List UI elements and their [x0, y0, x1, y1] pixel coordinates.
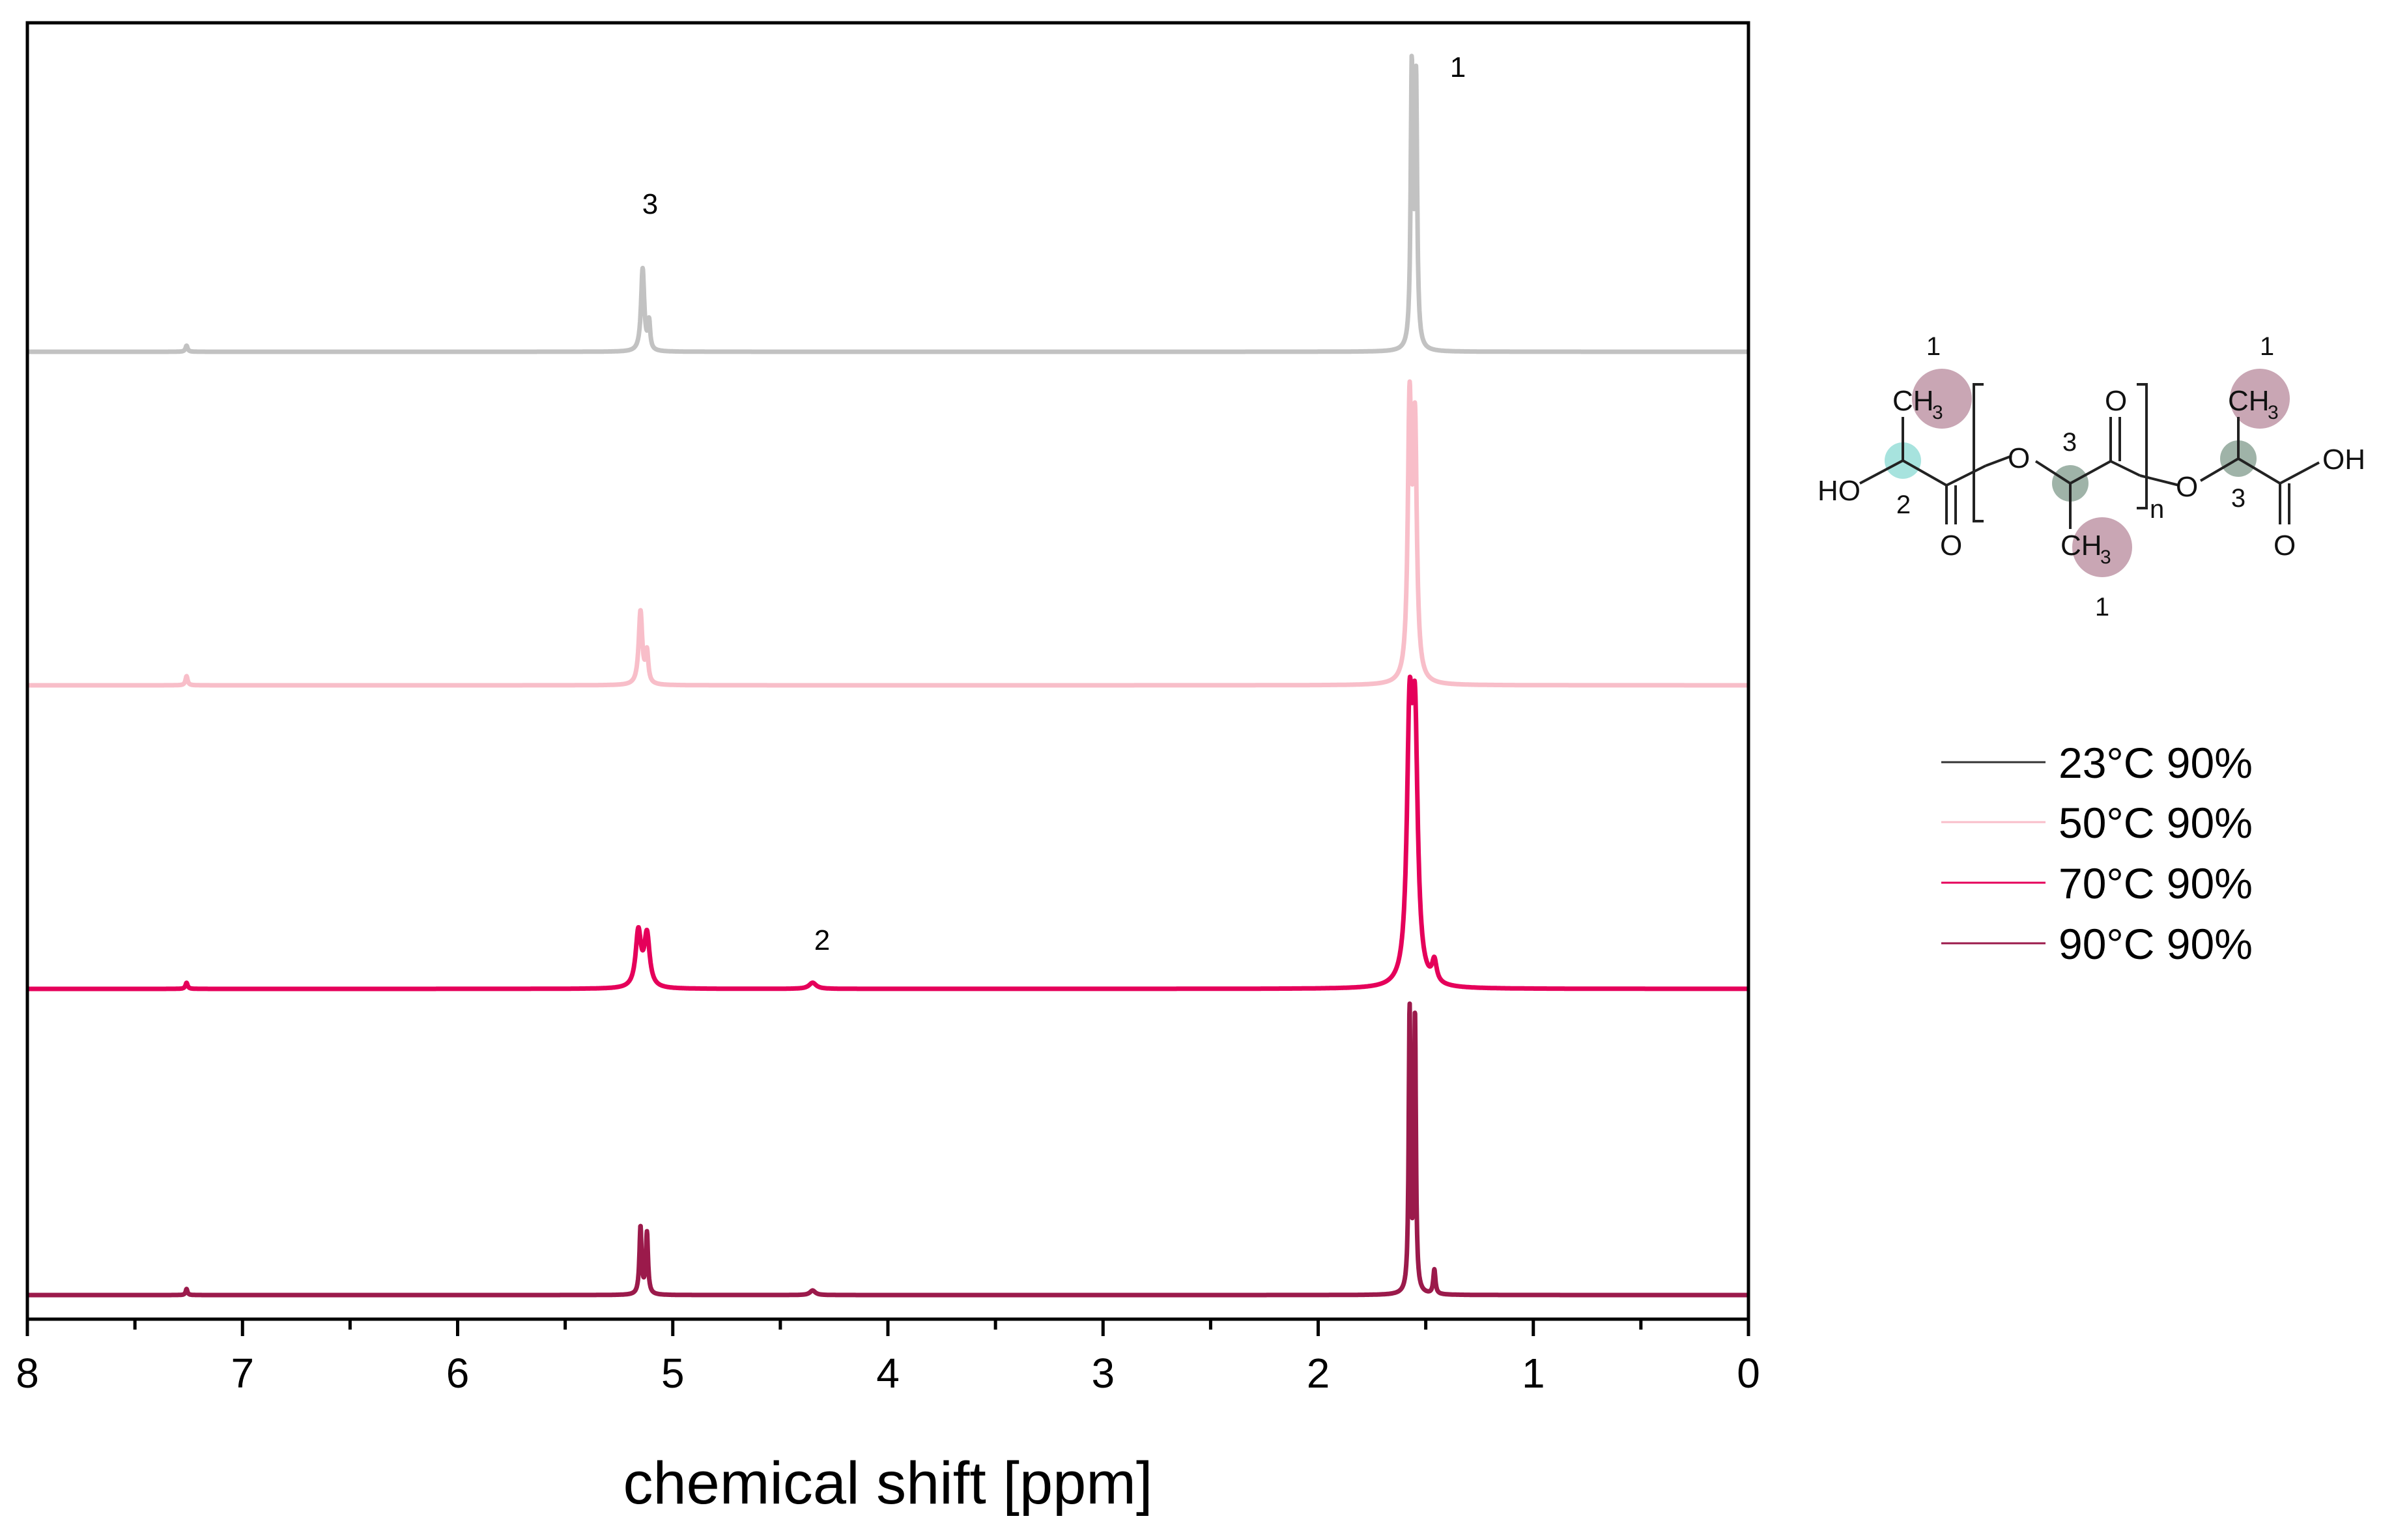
- legend-label: 50°C 90%: [2059, 799, 2253, 847]
- proton-number-3: 3: [2231, 484, 2246, 513]
- x-tick-label: 1: [1522, 1350, 1545, 1397]
- x-tick-label: 0: [1737, 1350, 1760, 1397]
- methyl-label: CH: [2060, 530, 2102, 562]
- methyl-subscript: 3: [1932, 402, 1943, 423]
- repeat-unit-n-label: n: [2150, 495, 2164, 524]
- methyl-label: CH: [1892, 385, 1934, 417]
- legend-label: 90°C 90%: [2059, 920, 2253, 968]
- hydroxyl-label: OH: [2322, 444, 2365, 476]
- spectrum-line-2: [25, 379, 1751, 688]
- bond: [2139, 474, 2180, 487]
- proton-number-3: 3: [2062, 428, 2077, 457]
- bond: [2034, 460, 2072, 485]
- methyl-subscript: 3: [2268, 402, 2279, 423]
- x-axis-title: chemical shift [ppm]: [623, 1450, 1153, 1517]
- ester-oxygen-label: O: [2008, 442, 2030, 474]
- carbonyl-oxygen-label: O: [1940, 530, 1962, 562]
- ch3-highlight-circle: [2072, 517, 2132, 577]
- spectrum-line-3: [25, 674, 1751, 991]
- peak-annotation-3: 3: [642, 188, 658, 220]
- legend-label: 70°C 90%: [2059, 859, 2253, 907]
- bond: [1859, 459, 1903, 485]
- bond: [1902, 459, 1947, 487]
- carbonyl-oxygen-label: O: [2105, 385, 2127, 417]
- spectrum-line-4: [25, 1001, 1751, 1298]
- left-bracket: [1973, 383, 1984, 522]
- right-bracket: [2137, 383, 2148, 509]
- x-tick-label: 2: [1307, 1350, 1330, 1397]
- ch3-highlight-circle: [1912, 369, 1972, 429]
- x-tick-label: 8: [16, 1350, 39, 1397]
- carbonyl-oxygen-label: O: [2274, 530, 2296, 562]
- x-tick-label: 6: [446, 1350, 470, 1397]
- spectrum-line-1: [25, 53, 1751, 354]
- bond: [2110, 460, 2141, 477]
- x-tick-label: 5: [661, 1350, 685, 1397]
- x-tick-label: 4: [876, 1350, 900, 1397]
- peak-annotation-2: 2: [814, 924, 830, 956]
- bond: [2070, 460, 2111, 485]
- x-tick-label: 7: [231, 1350, 254, 1397]
- x-axis: 8 7 6 5 4 3 2 1 0: [16, 1319, 1760, 1397]
- pla-molecule-structure: HO O O O O O OH CH 3 CH 3 CH 3 n 1 1 1 2…: [1818, 332, 2365, 621]
- proton-number-1: 1: [2260, 332, 2274, 361]
- x-tick-label: 3: [1091, 1350, 1115, 1397]
- ester-oxygen-label: O: [2176, 471, 2198, 503]
- bond: [2279, 461, 2320, 485]
- proton-number-2: 2: [1896, 491, 1911, 519]
- ch3-highlight-circle: [2230, 369, 2290, 429]
- methyl-label: CH: [2228, 385, 2270, 417]
- bond: [2199, 457, 2240, 482]
- bond: [1946, 464, 1986, 487]
- proton-number-1: 1: [2095, 593, 2109, 621]
- series-layer: [25, 53, 1751, 1298]
- bond: [1985, 455, 2012, 467]
- methyl-subscript: 3: [2100, 547, 2111, 568]
- peak-annotations: 1 3 2: [642, 51, 1466, 956]
- legend: 23°C 90% 50°C 90% 70°C 90% 90°C 90%: [1941, 739, 2253, 968]
- hydroxyl-label: HO: [1818, 475, 1861, 507]
- legend-label: 23°C 90%: [2059, 739, 2253, 787]
- bond: [2237, 457, 2281, 485]
- proton-number-1: 1: [1926, 332, 1941, 361]
- peak-annotation-1: 1: [1450, 51, 1466, 83]
